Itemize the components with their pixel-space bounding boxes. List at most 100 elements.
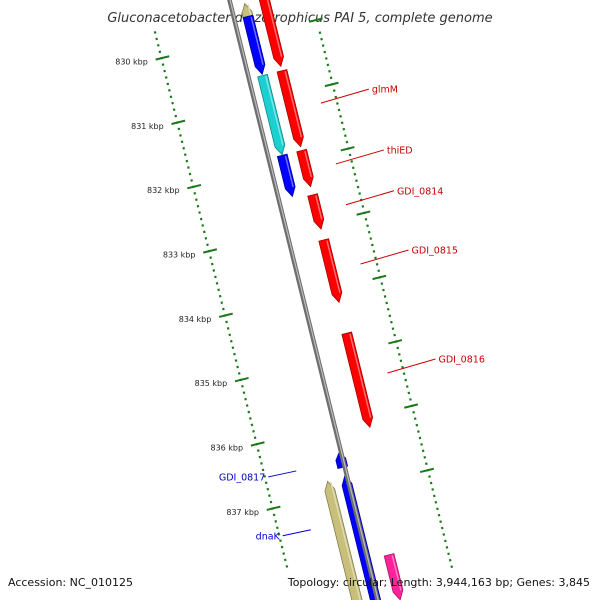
outer-ruler-dot [409,398,412,401]
inner-ruler-dot [258,455,262,459]
scale-tick [171,119,186,125]
inner-ruler-dot [195,198,198,202]
outer-ruler-dot [391,327,395,330]
outer-ruler-dot [407,391,411,395]
inner-ruler-dot [264,481,268,485]
inner-ruler-dot [196,204,200,208]
backbone-highlight [229,0,379,600]
inner-ruler-dot [236,365,239,369]
outer-ruler-dot [405,385,409,388]
inner-ruler-dot [220,301,224,304]
outer-ruler-dot [380,282,384,285]
inner-ruler-dot [231,346,235,350]
gene-labels: glmM thiED GDI_0814 GDI_0815 GDI_0816 GDI_081… [219,85,485,543]
inner-ruler-dot [158,50,162,54]
scale-tick-outer [388,339,403,345]
outer-ruler-dot [385,301,388,305]
outer-ruler-dot [437,513,441,517]
scale-tick [234,376,249,383]
outer-ruler-dot [361,205,365,208]
outer-ruler-dot [439,520,442,523]
inner-ruler-dot [202,230,206,234]
outer-ruler-dot [329,76,333,80]
outer-ruler-dot [445,546,449,549]
inner-ruler-dot [249,417,252,420]
gene-highlight [284,71,303,138]
outer-ruler-dot [447,552,450,556]
gene-arrow [296,148,314,188]
outer-ruler-dot [323,50,327,54]
inner-ruler-dot [233,352,236,356]
gene-label-leader [335,149,384,165]
scale-tick [203,248,218,254]
gene-highlight [326,240,341,294]
outer-ruler-dot [429,481,433,485]
gene-arrow-gdi_0816 [341,331,374,428]
outer-ruler-dot [421,449,425,453]
scale-tick-outer [404,403,419,409]
inner-ruler-dot [241,384,244,388]
inner-ruler-dot [237,372,241,375]
inner-ruler-dot [253,436,257,440]
outer-ruler-dot [417,430,420,433]
gene-label-gdi_0816: GDI_0816 [438,355,484,366]
scale-tick-label: 833 kbp [163,251,196,260]
inner-ruler-dot [252,429,255,433]
inner-ruler-dot [285,565,289,568]
inner-ruler-dot [250,423,254,427]
inner-ruler-dot [166,82,170,86]
outer-ruler-dot [377,269,381,273]
outer-ruler-dot [444,539,447,543]
map-title: Gluconacetobacter diazotrophicus PAI 5, … [107,11,492,26]
inner-ruler-dot [282,552,286,555]
scale-tick-outer [308,17,323,23]
scale-ticks: 830 kbp 831 kbp 832 kbp 833 kbp 834 kbp 835 k… [115,17,434,517]
gene-arrow-glmm [257,73,286,156]
inner-ruler-dot [268,494,271,497]
genome-summary-text: Topology: circular; Length: 3,944,163 bp… [287,576,590,589]
outer-ruler-dot [450,565,454,568]
outer-ruler-dot [336,102,339,105]
inner-ruler-dot [263,475,266,478]
gene-highlight [266,0,283,57]
outer-ruler-dot [413,417,417,421]
inner-ruler-dot [229,339,233,343]
gene-highlight [391,555,402,591]
inner-ruler-dot [190,179,193,182]
backbone [227,0,380,600]
scale-tick-outer [419,467,434,474]
inner-ruler-dot [182,146,186,150]
outer-ruler-dot [332,89,336,92]
gene-features [241,0,404,600]
inner-ruler-dot [269,500,273,504]
gene-arrow [258,0,284,68]
inner-ruler-dot [171,101,174,105]
inner-ruler-dot [172,108,176,111]
outer-ruler-dot [383,295,387,298]
outer-ruler-dot [374,256,377,260]
outer-ruler-dot [318,31,322,35]
gene-label-leader [345,190,395,206]
inner-ruler-dot [206,243,209,247]
inner-ruler-dot [272,513,276,517]
inner-ruler-dot [226,327,230,330]
outer-ruler-dot [334,95,338,99]
outer-ruler-dot [396,346,400,350]
outer-ruler-dot [448,558,452,562]
outer-ruler-dot [344,134,347,137]
outer-ruler-dot [423,455,427,459]
inner-ruler-dot [266,487,270,491]
outer-ruler-dot [412,410,415,414]
outer-ruler-dot [390,320,393,324]
inner-ruler-dot [242,391,246,395]
inner-ruler-dot [161,63,165,66]
outer-ruler-dot [431,488,435,491]
inner-ruler-dot [153,31,157,34]
inner-ruler-dot [164,76,168,79]
inner-ruler-dot [180,140,184,144]
outer-ruler-dot [436,507,439,511]
outer-ruler-dot [428,475,431,478]
outer-ruler-dot [367,230,371,234]
inner-ruler-dot [183,153,187,157]
inner-ruler-dot [201,224,205,227]
